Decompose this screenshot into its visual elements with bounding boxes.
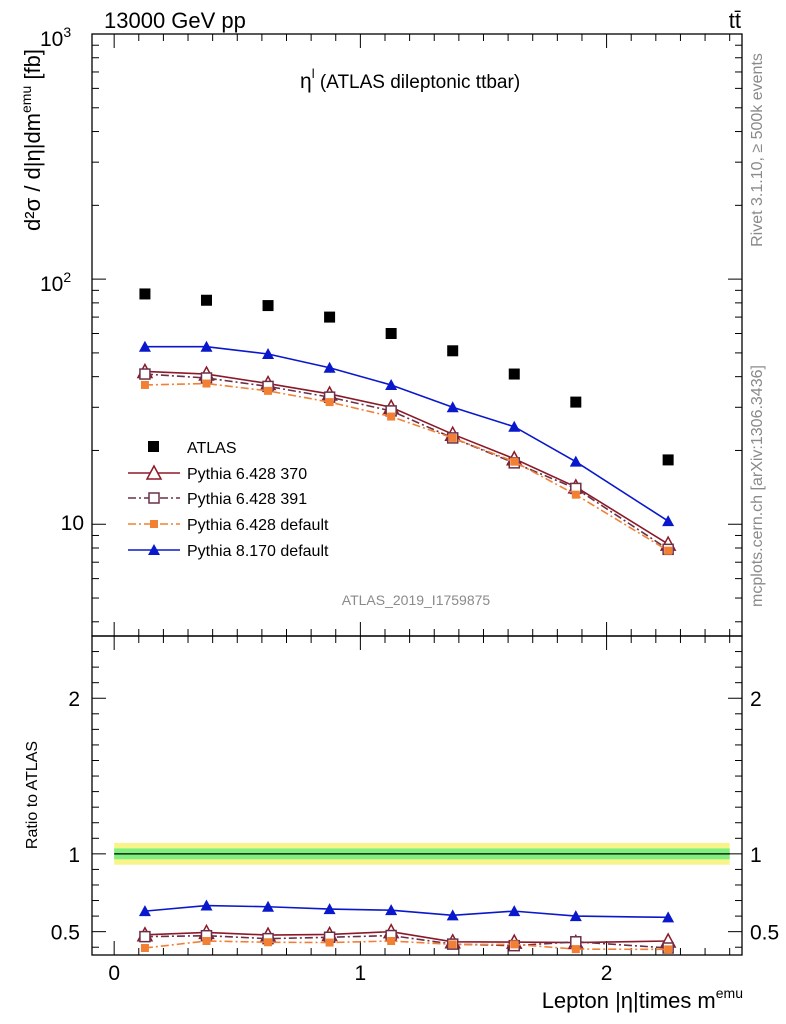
legend-marker-p8 bbox=[148, 544, 160, 555]
xtick-label: 2 bbox=[601, 962, 613, 985]
ratio-point-p8 bbox=[138, 905, 151, 917]
data-point-pdef bbox=[571, 490, 580, 499]
ratio-panel-frame bbox=[91, 635, 743, 956]
data-point-p8 bbox=[569, 455, 582, 467]
analysis-id: ATLAS_2019_I1759875 bbox=[342, 592, 491, 608]
plot-title: ηl (ATLAS dileptonic ttbar) bbox=[300, 66, 520, 93]
xaxis-label: Lepton |η|times memu bbox=[542, 985, 743, 1013]
ratio-point-p8 bbox=[569, 910, 582, 922]
data-point-pdef bbox=[202, 379, 211, 388]
data-point-pdef bbox=[448, 433, 457, 442]
data-point-atlas bbox=[508, 368, 520, 380]
ratio-point-pdef bbox=[510, 940, 519, 949]
ratio-ytick-label-left: 1 bbox=[68, 844, 80, 867]
legend-marker-atlas bbox=[148, 441, 159, 452]
legend-label-p391: Pythia 6.428 391 bbox=[187, 491, 307, 508]
ratio-point-p391 bbox=[139, 930, 151, 943]
ratio-point-pdef bbox=[387, 936, 396, 945]
energy-label: 13000 GeV pp bbox=[104, 8, 246, 33]
ratio-point-pdef bbox=[571, 945, 580, 954]
ratio-point-p8 bbox=[508, 905, 521, 917]
data-point-p8 bbox=[323, 361, 336, 373]
data-point-atlas bbox=[385, 328, 397, 340]
data-point-p8 bbox=[385, 378, 398, 390]
ratio-point-p8 bbox=[446, 909, 459, 921]
ratio-point-p8 bbox=[200, 899, 213, 911]
ratio-ytick-label-right: 1 bbox=[750, 844, 762, 867]
series-layer bbox=[136, 288, 677, 556]
ratio-ytick-label-left: 0.5 bbox=[51, 922, 80, 945]
legend: ATLAS Pythia 6.428 370 Pythia 6.428 391 … bbox=[128, 440, 329, 560]
data-point-pdef bbox=[140, 380, 149, 389]
data-point-p8 bbox=[138, 340, 151, 352]
rivet-label: Rivet 3.1.10, ≥ 500k events bbox=[749, 53, 766, 247]
series-line-p391 bbox=[144, 373, 669, 551]
data-point-p8 bbox=[262, 347, 275, 359]
ratio-point-p8 bbox=[662, 911, 675, 923]
plot-title-rest: (ATLAS dileptonic ttbar) bbox=[315, 72, 521, 93]
ytick-label-10: 10 bbox=[61, 512, 84, 535]
data-point-atlas bbox=[447, 345, 459, 357]
ytick-label-100: 102 bbox=[40, 269, 71, 296]
plot-title-sup: l bbox=[312, 66, 315, 81]
data-point-p8 bbox=[446, 401, 459, 413]
mcplots-label: mcplots.cern.ch [arXiv:1306.3436] bbox=[749, 365, 766, 607]
data-point-atlas bbox=[324, 311, 336, 323]
ratio-ytick-label-right: 0.5 bbox=[750, 922, 779, 945]
data-point-atlas bbox=[570, 396, 582, 408]
ytick-100-exp: 2 bbox=[63, 269, 71, 285]
data-point-p8 bbox=[662, 515, 675, 527]
ratio-line-p8 bbox=[144, 904, 669, 919]
ratio-ylabel: Ratio to ATLAS bbox=[24, 741, 41, 849]
ratio-ytick-label-left: 2 bbox=[68, 688, 80, 711]
data-point-atlas bbox=[262, 300, 274, 312]
data-point-pdef bbox=[325, 398, 334, 407]
legend-marker-pdef bbox=[150, 520, 158, 528]
data-point-p8 bbox=[508, 420, 521, 432]
legend-label-pdef: Pythia 6.428 default bbox=[187, 517, 329, 534]
ratio-ytick-label-right: 2 bbox=[750, 688, 762, 711]
xtick-label: 0 bbox=[108, 962, 120, 985]
data-point-pdef bbox=[510, 457, 519, 466]
data-point-p391 bbox=[139, 368, 151, 380]
ratio-point-pdef bbox=[664, 945, 673, 954]
ratio-point-pdef bbox=[140, 943, 149, 952]
data-point-p8 bbox=[200, 340, 213, 352]
data-point-atlas bbox=[139, 288, 151, 300]
data-point-pdef bbox=[664, 546, 673, 555]
ytick-label-1000: 103 bbox=[40, 24, 71, 51]
ratio-point-pdef bbox=[202, 936, 211, 945]
legend-marker-p370 bbox=[145, 464, 163, 480]
main-ylabel-unit: [fb] bbox=[20, 49, 45, 86]
series-line-pdef bbox=[144, 382, 669, 552]
process-label: tt̄ bbox=[729, 8, 741, 33]
ytick-100-base: 10 bbox=[40, 273, 63, 296]
axis-ticks: 0.5 0.5 1 1 2 2 0 1 2 bbox=[51, 33, 779, 985]
legend-label-p370: Pythia 6.428 370 bbox=[187, 466, 307, 483]
ratio-point-pdef bbox=[264, 938, 273, 947]
main-ylabel-text: d²σ / d|η|dm bbox=[20, 113, 45, 231]
legend-label-atlas: ATLAS bbox=[187, 440, 237, 457]
main-ylabel-sup: emu bbox=[18, 86, 34, 113]
ytick-1000-base: 10 bbox=[40, 28, 63, 51]
ratio-point-p8 bbox=[385, 904, 398, 916]
xaxis-label-sup: emu bbox=[716, 985, 743, 1001]
data-point-pdef bbox=[387, 412, 396, 421]
legend-marker-p391 bbox=[148, 492, 160, 504]
main-ylabel: d²σ / d|η|dmemu [fb] bbox=[18, 49, 45, 231]
data-point-atlas bbox=[200, 294, 212, 306]
plot-title-main: η bbox=[300, 70, 312, 93]
ratio-point-p8 bbox=[262, 900, 275, 912]
ratio-point-pdef bbox=[325, 938, 334, 947]
ratio-series-layer bbox=[136, 899, 677, 954]
xaxis-label-text: Lepton |η|times m bbox=[542, 988, 716, 1013]
data-point-atlas bbox=[662, 454, 674, 466]
ratio-point-p8 bbox=[323, 903, 336, 915]
ratio-point-pdef bbox=[448, 940, 457, 949]
ytick-1000-exp: 3 bbox=[63, 24, 71, 40]
legend-label-p8: Pythia 8.170 default bbox=[187, 543, 329, 560]
xtick-label: 1 bbox=[355, 962, 367, 985]
data-point-pdef bbox=[264, 386, 273, 395]
